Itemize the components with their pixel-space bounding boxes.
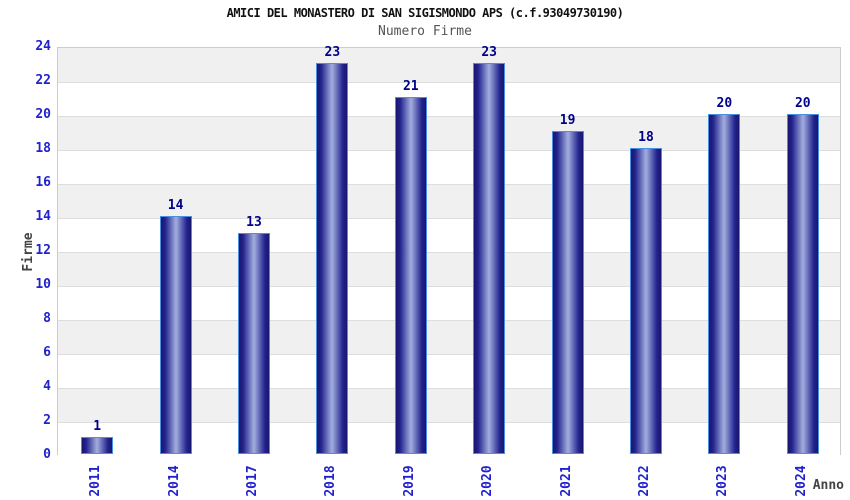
bar-value-label: 18 xyxy=(638,130,654,145)
x-tick-label: 2023 xyxy=(715,465,731,497)
x-tick-label: 2022 xyxy=(637,465,652,497)
gridline xyxy=(58,218,840,219)
y-tick-label: 18 xyxy=(35,141,51,156)
y-axis-label: Firme xyxy=(21,232,36,272)
bar-value-label: 14 xyxy=(167,198,184,213)
y-tick-label: 22 xyxy=(35,73,51,88)
bar-value-label: 20 xyxy=(716,96,733,111)
bar-value-label: 23 xyxy=(324,45,341,60)
x-tick-label: 2018 xyxy=(323,465,339,497)
y-tick-label: 24 xyxy=(35,39,51,54)
gridline xyxy=(58,252,840,253)
gridline xyxy=(58,116,840,117)
bar-2011 xyxy=(81,437,114,454)
bar-2017 xyxy=(238,233,270,454)
bar-2020 xyxy=(473,63,506,454)
bar-2022 xyxy=(630,148,662,454)
gridline xyxy=(58,184,840,185)
grid-band xyxy=(58,48,840,82)
bar-value-label: 21 xyxy=(402,79,419,94)
bar-value-label: 23 xyxy=(481,45,498,60)
x-tick-label: 2024 xyxy=(793,465,809,497)
y-tick-label: 2 xyxy=(43,413,51,428)
gridline xyxy=(58,320,840,321)
y-tick-label: 6 xyxy=(43,345,51,360)
x-tick-label: 2011 xyxy=(88,465,104,497)
y-tick-label: 14 xyxy=(35,209,51,224)
chart-title: AMICI DEL MONASTERO DI SAN SIGISMONDO AP… xyxy=(226,6,624,20)
y-tick-label: 12 xyxy=(35,243,51,258)
gridline xyxy=(58,354,840,355)
chart-subtitle: Numero Firme xyxy=(378,24,472,39)
x-tick-label: 2021 xyxy=(558,465,574,497)
y-tick-label: 8 xyxy=(43,311,51,326)
y-tick-label: 20 xyxy=(35,107,51,122)
bar-value-label: 1 xyxy=(93,419,102,434)
gridline xyxy=(58,150,840,151)
bar-2019 xyxy=(394,97,427,454)
x-tick-label: 2017 xyxy=(245,465,260,497)
plot-area: 1 14 13 23 21 23 19 18 20 20 xyxy=(57,45,841,456)
x-axis-label: Anno xyxy=(812,478,844,493)
gridline xyxy=(58,388,840,389)
x-tick-label: 2019 xyxy=(401,465,417,497)
bar-2024 xyxy=(786,114,819,454)
bar-2014 xyxy=(159,216,192,454)
grid-band xyxy=(58,82,840,116)
x-tick-label: 2014 xyxy=(166,465,182,497)
y-tick-label: 16 xyxy=(35,175,51,190)
bar-2021 xyxy=(551,131,584,454)
gridline xyxy=(58,286,840,287)
bar-value-label: 20 xyxy=(794,96,811,111)
bar-2023 xyxy=(708,114,741,454)
y-tick-label: 10 xyxy=(35,277,51,292)
y-tick-label: 0 xyxy=(43,447,51,462)
gridline xyxy=(58,82,840,83)
x-tick-label: 2020 xyxy=(480,465,496,497)
y-tick-label: 4 xyxy=(43,379,51,394)
bar-value-label: 19 xyxy=(559,113,576,128)
gridline xyxy=(58,422,840,423)
bar-2018 xyxy=(316,63,349,454)
bar-value-label: 13 xyxy=(246,215,262,230)
